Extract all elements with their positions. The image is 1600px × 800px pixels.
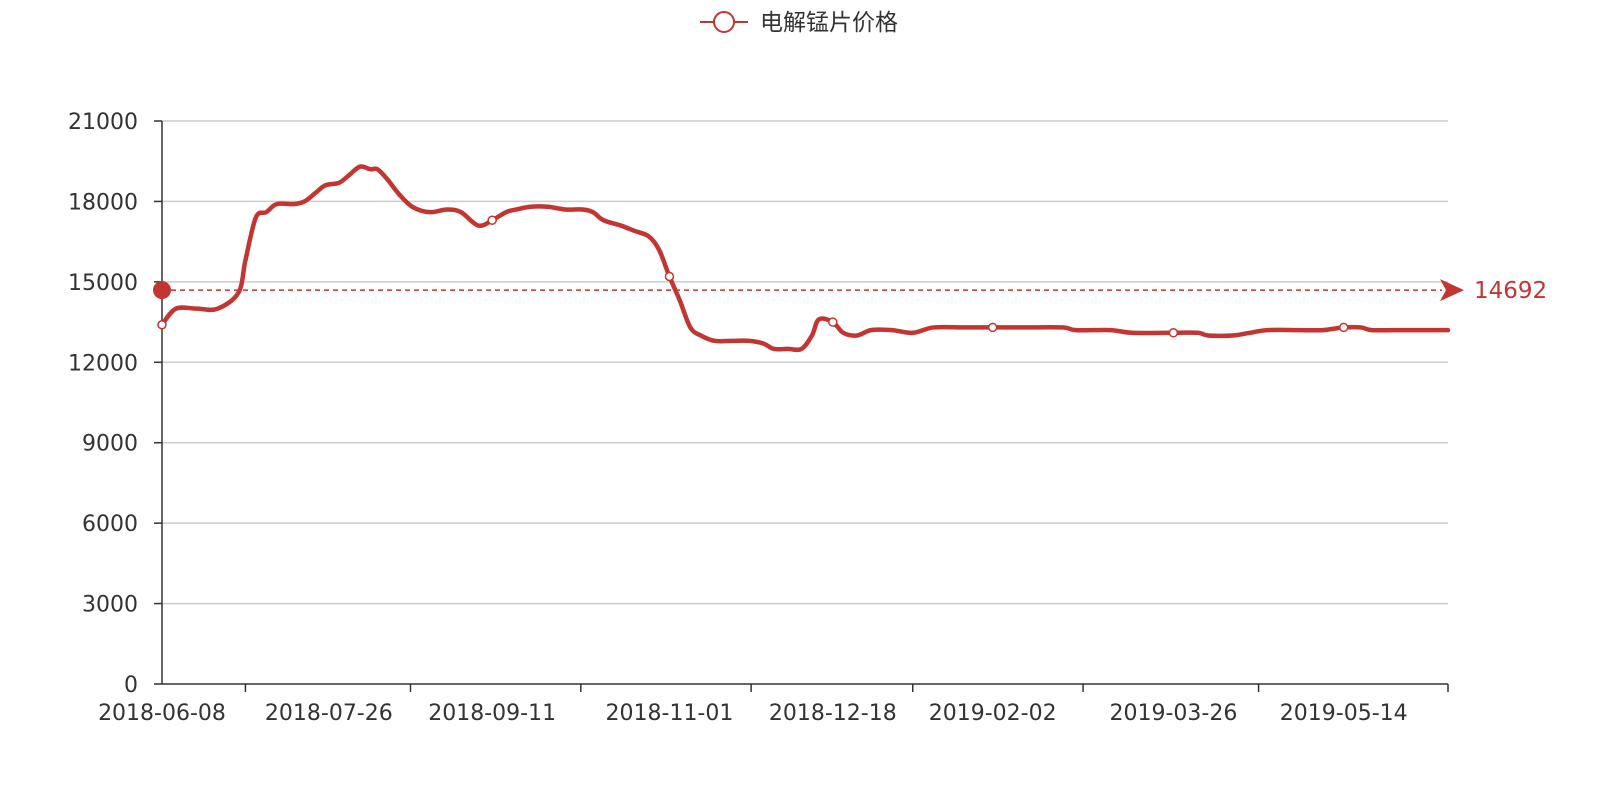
- x-axis-tick-label: 2018-11-01: [606, 701, 734, 726]
- data-point-marker: [1338, 322, 1349, 333]
- y-axis-tick-label: 6000: [82, 512, 138, 537]
- average-mark-line: 14692: [153, 278, 1547, 304]
- y-axis-tick-label: 18000: [68, 190, 138, 215]
- x-axis-tick-label: 2018-09-11: [428, 701, 556, 726]
- legend[interactable]: 电解锰片价格: [700, 10, 898, 36]
- data-point-marker: [157, 320, 167, 330]
- mark-line-arrow-icon: [1440, 279, 1464, 302]
- mark-line-label: 14692: [1474, 278, 1547, 304]
- y-axis-tick-label: 21000: [68, 110, 138, 135]
- x-axis-tick-label: 2019-02-02: [929, 701, 1057, 726]
- mark-line-start-dot: [153, 281, 171, 300]
- x-axis: 2018-06-08 2018-07-26 2018-09-11 2018-11-01…: [98, 683, 1449, 726]
- data-point-marker: [987, 322, 998, 333]
- y-axis-tick-label: 3000: [82, 593, 138, 618]
- data-point-marker: [1168, 328, 1179, 338]
- y-axis-tick-label: 0: [124, 673, 138, 698]
- x-axis-tick-label: 2019-05-14: [1280, 701, 1408, 726]
- series-layer: [157, 164, 1451, 353]
- x-axis-tick-label: 2018-07-26: [265, 701, 393, 726]
- grid-lines: [162, 120, 1448, 605]
- data-point-marker: [487, 215, 497, 225]
- y-axis-tick-label: 9000: [82, 432, 138, 457]
- x-axis-tick-label: 2019-03-26: [1109, 701, 1237, 726]
- y-axis: 0 3000 6000 9000 12000 15000 18000 21000: [68, 110, 163, 698]
- legend-circle-icon: [713, 11, 735, 33]
- legend-label: 电解锰片价格: [760, 10, 898, 36]
- series-line: [159, 164, 1451, 353]
- data-point-marker: [828, 317, 838, 327]
- x-axis-tick-label: 2018-12-18: [769, 701, 897, 726]
- y-axis-tick-label: 15000: [68, 271, 138, 296]
- data-point-marker: [664, 271, 675, 282]
- x-axis-tick-label: 2018-06-08: [98, 701, 226, 726]
- y-axis-tick-label: 12000: [68, 351, 138, 376]
